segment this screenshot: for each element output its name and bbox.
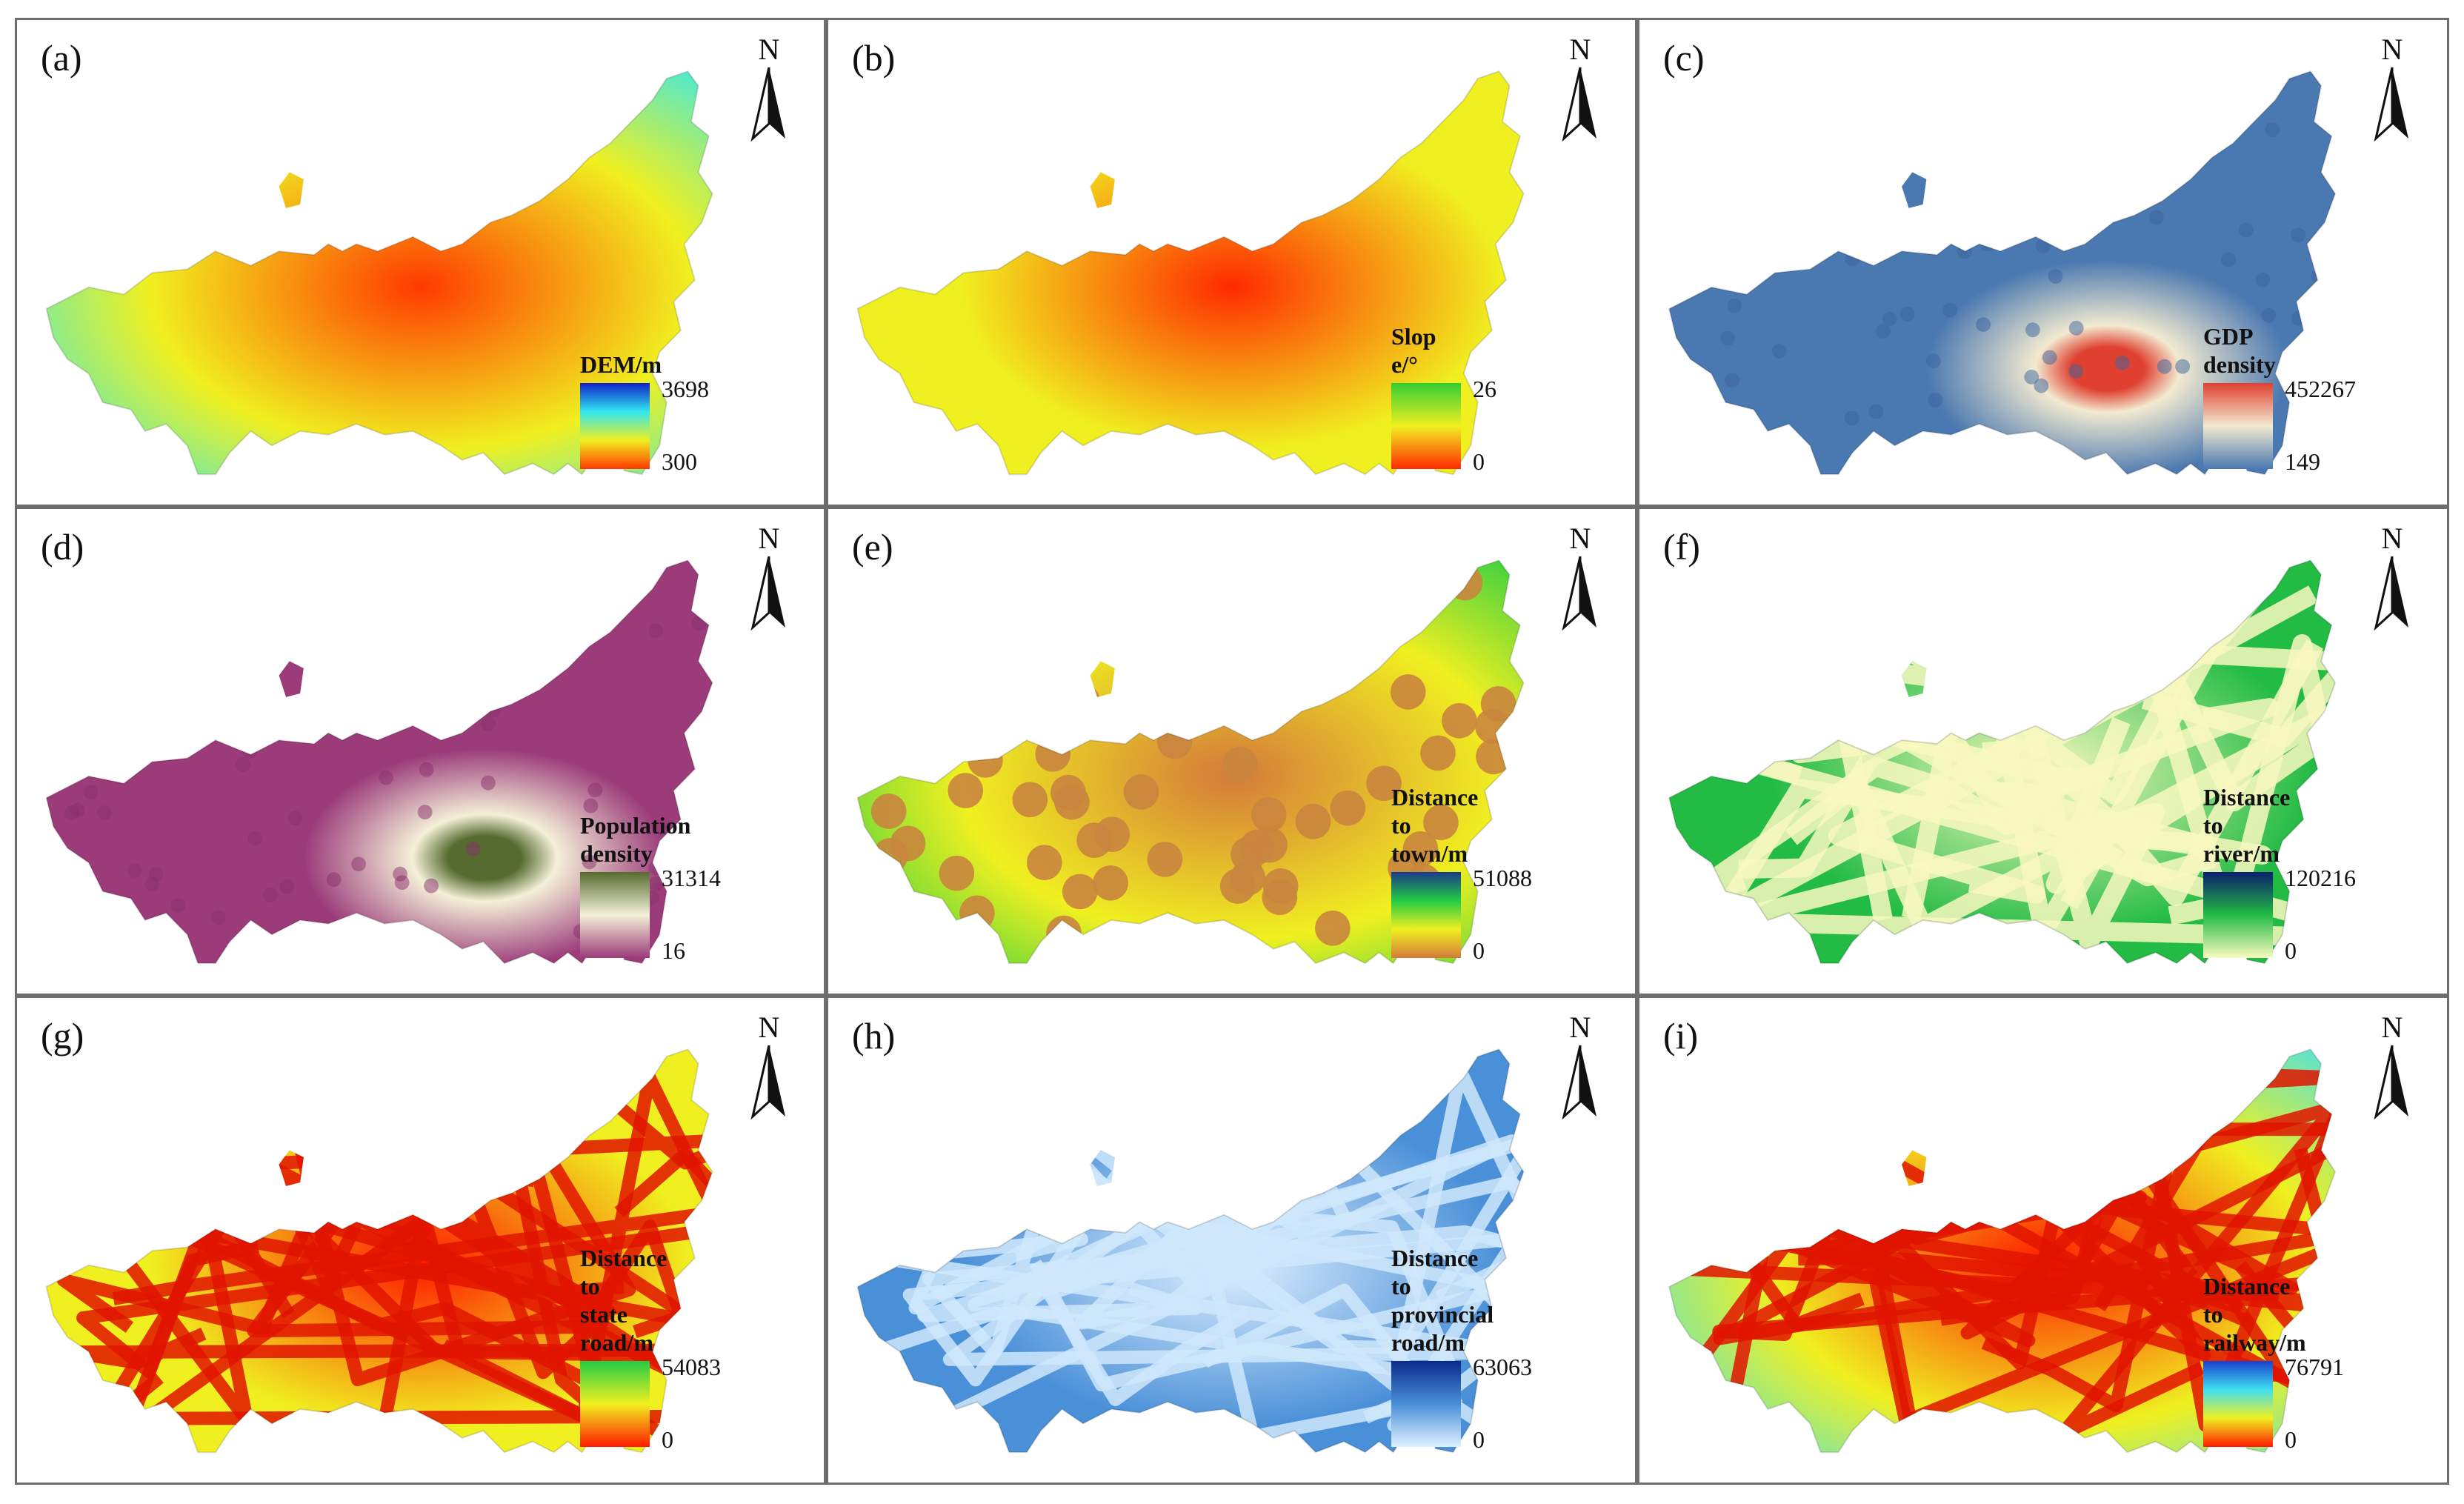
panel-label: (f) bbox=[1663, 526, 1700, 568]
legend-min-value: 300 bbox=[662, 448, 697, 475]
legend-max-value: 452267 bbox=[2285, 376, 2356, 402]
map-panel: (i) N Distance to railway/m 76791 0 bbox=[1637, 996, 2449, 1485]
legend-color-ramp bbox=[580, 1361, 650, 1447]
legend-title: Population density bbox=[580, 812, 691, 867]
panel-label: (e) bbox=[852, 526, 893, 568]
north-label: N bbox=[1569, 33, 1591, 66]
north-label: N bbox=[1569, 1011, 1591, 1044]
arrow-icon bbox=[1562, 556, 1596, 630]
north-arrow-icon: N bbox=[2368, 32, 2416, 143]
legend-title: Distance to river/m bbox=[2203, 784, 2291, 867]
map-raster bbox=[45, 559, 713, 965]
legend-max-value: 54083 bbox=[662, 1354, 721, 1380]
map-panel: (e) N Distance to town/m 51088 0 bbox=[826, 507, 1637, 996]
arrow-icon bbox=[750, 556, 785, 630]
map-panel: (f) N Distance to river/m 120216 0 bbox=[1637, 507, 2449, 996]
panel-label: (c) bbox=[1663, 37, 1705, 79]
north-arrow-icon: N bbox=[1556, 521, 1604, 632]
panel-label: (b) bbox=[852, 37, 896, 79]
legend-color-ramp bbox=[1391, 383, 1461, 469]
legend-title: DEM/m bbox=[580, 351, 662, 378]
legend-max-value: 26 bbox=[1473, 376, 1496, 402]
north-arrow-icon: N bbox=[2368, 521, 2416, 632]
panel-label: (g) bbox=[41, 1015, 84, 1057]
north-arrow-icon: N bbox=[1556, 1010, 1604, 1121]
legend-color-ramp bbox=[2203, 1361, 2273, 1447]
legend-color-ramp bbox=[580, 383, 650, 469]
legend-max-value: 76791 bbox=[2285, 1354, 2344, 1380]
map-raster bbox=[45, 70, 713, 476]
panel-label: (d) bbox=[41, 526, 84, 568]
arrow-icon bbox=[2374, 1045, 2408, 1119]
arrow-icon bbox=[750, 1045, 785, 1119]
legend-title: Distance to state road/m bbox=[580, 1245, 667, 1356]
map-raster bbox=[856, 559, 1525, 965]
arrow-icon bbox=[1562, 1045, 1596, 1119]
legend-min-value: 149 bbox=[2285, 448, 2320, 475]
legend-min-value: 0 bbox=[662, 1426, 673, 1453]
map-panel: (g) N Distance to state road/m 54083 0 bbox=[15, 996, 826, 1485]
map-panel: (h) N Distance to provincial road/m 63063 0 bbox=[826, 996, 1637, 1485]
map-panel: (c) N GDP density 452267 149 bbox=[1637, 18, 2449, 507]
legend-title: Distance to railway/m bbox=[2203, 1273, 2306, 1356]
map-raster bbox=[856, 1048, 1525, 1454]
map-raster bbox=[856, 70, 1525, 476]
legend-title: GDP density bbox=[2203, 323, 2276, 378]
legend-min-value: 0 bbox=[2285, 1426, 2297, 1453]
legend-max-value: 3698 bbox=[662, 376, 709, 402]
north-label: N bbox=[2381, 522, 2403, 555]
legend-color-ramp bbox=[580, 872, 650, 958]
legend-max-value: 51088 bbox=[1473, 865, 1532, 891]
legend-color-ramp bbox=[2203, 383, 2273, 469]
panel-label: (a) bbox=[41, 37, 82, 79]
legend-title: Distance to town/m bbox=[1391, 784, 1479, 867]
north-arrow-icon: N bbox=[2368, 1010, 2416, 1121]
north-arrow-icon: N bbox=[1556, 32, 1604, 143]
north-label: N bbox=[2381, 1011, 2403, 1044]
map-raster bbox=[45, 1048, 713, 1454]
legend-max-value: 63063 bbox=[1473, 1354, 1532, 1380]
north-arrow-icon: N bbox=[745, 1010, 793, 1121]
legend-min-value: 0 bbox=[1473, 1426, 1485, 1453]
arrow-icon bbox=[1562, 67, 1596, 142]
north-label: N bbox=[758, 33, 780, 66]
panel-label: (i) bbox=[1663, 1015, 1699, 1057]
legend-min-value: 0 bbox=[1473, 448, 1485, 475]
north-label: N bbox=[758, 522, 780, 555]
map-panel: (a) N DEM/m 3698 300 bbox=[15, 18, 826, 507]
arrow-icon bbox=[750, 67, 785, 142]
legend-color-ramp bbox=[2203, 872, 2273, 958]
legend-min-value: 0 bbox=[1473, 937, 1485, 964]
north-label: N bbox=[1569, 522, 1591, 555]
legend-color-ramp bbox=[1391, 1361, 1461, 1447]
north-label: N bbox=[758, 1011, 780, 1044]
map-panel: (d) N Population density 31314 16 bbox=[15, 507, 826, 996]
figure-grid: (a) N DEM/m 3698 300 (b) N Slop e/° 26 0 (c) N GDP d… bbox=[15, 18, 2449, 1485]
north-arrow-icon: N bbox=[745, 521, 793, 632]
arrow-icon bbox=[2374, 67, 2408, 142]
legend-max-value: 31314 bbox=[662, 865, 721, 891]
legend-title: Distance to provincial road/m bbox=[1391, 1245, 1494, 1356]
legend-max-value: 120216 bbox=[2285, 865, 2356, 891]
legend-color-ramp bbox=[1391, 872, 1461, 958]
north-label: N bbox=[2381, 33, 2403, 66]
panel-label: (h) bbox=[852, 1015, 896, 1057]
map-panel: (b) N Slop e/° 26 0 bbox=[826, 18, 1637, 507]
map-raster bbox=[1668, 1048, 2337, 1454]
legend-min-value: 0 bbox=[2285, 937, 2297, 964]
legend-title: Slop e/° bbox=[1391, 323, 1436, 378]
north-arrow-icon: N bbox=[745, 32, 793, 143]
map-raster bbox=[1668, 559, 2337, 965]
map-raster bbox=[1668, 70, 2337, 476]
arrow-icon bbox=[2374, 556, 2408, 630]
legend-min-value: 16 bbox=[662, 937, 685, 964]
